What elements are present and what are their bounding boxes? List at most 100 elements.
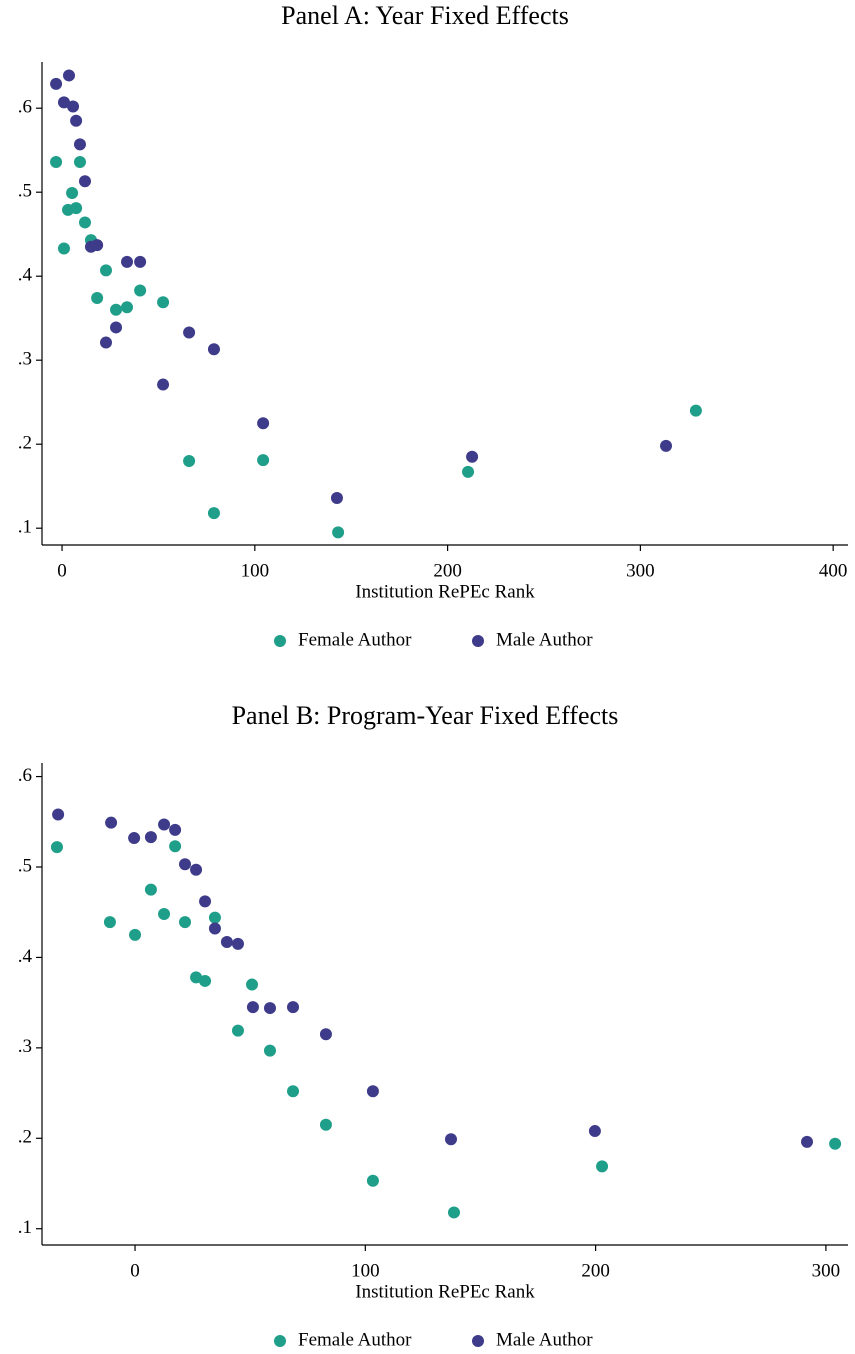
point	[257, 454, 270, 467]
legend-marker	[274, 635, 286, 647]
y-tick-label: .5	[18, 855, 32, 876]
point	[199, 895, 212, 908]
point	[660, 439, 673, 452]
point	[158, 818, 171, 831]
point	[330, 491, 343, 504]
y-tick-label: .2	[18, 1127, 32, 1148]
y-tick-label: .1	[18, 517, 32, 538]
point	[246, 978, 259, 991]
point	[134, 284, 147, 297]
point	[50, 841, 63, 854]
x-tick-label: 400	[819, 560, 848, 581]
chart-title: Panel A: Year Fixed Effects	[281, 1, 569, 30]
x-tick-label: 0	[130, 1260, 140, 1281]
point	[208, 911, 221, 924]
point	[588, 1125, 601, 1138]
point	[129, 928, 142, 941]
x-tick-label: 300	[812, 1260, 841, 1281]
x-tick-label: 300	[626, 560, 655, 581]
point	[208, 922, 221, 935]
point	[220, 936, 233, 949]
point	[110, 303, 123, 316]
point	[144, 883, 157, 896]
x-tick-label: 200	[433, 560, 462, 581]
point	[134, 255, 147, 268]
point	[287, 1001, 300, 1014]
point	[462, 465, 475, 478]
point	[57, 242, 70, 255]
point	[50, 155, 63, 168]
y-tick-label: .3	[18, 1036, 32, 1057]
y-tick-label: .1	[18, 1217, 32, 1238]
chart-title: Panel B: Program-Year Fixed Effects	[232, 701, 619, 730]
x-tick-label: 100	[351, 1260, 380, 1281]
point	[62, 69, 75, 82]
point	[91, 292, 104, 305]
legend-label: Male Author	[496, 629, 593, 650]
point	[231, 937, 244, 950]
y-tick-label: .3	[18, 349, 32, 370]
x-tick-label: 100	[241, 560, 270, 581]
point	[78, 175, 91, 188]
point	[332, 526, 345, 539]
point	[246, 1001, 259, 1014]
point	[199, 974, 212, 987]
point	[70, 114, 83, 127]
point	[207, 343, 220, 356]
point	[829, 1137, 842, 1150]
point	[444, 1133, 457, 1146]
point	[128, 832, 141, 845]
point	[366, 1174, 379, 1187]
legend-marker	[274, 1335, 286, 1347]
legend-label: Male Author	[496, 1329, 593, 1350]
legend-label: Female Author	[298, 629, 412, 650]
point	[52, 808, 65, 821]
point	[169, 823, 182, 836]
y-tick-label: .4	[18, 946, 33, 967]
point	[169, 840, 182, 853]
point	[67, 100, 80, 113]
x-axis-label: Institution RePEc Rank	[355, 1281, 535, 1302]
point	[263, 1002, 276, 1015]
legend-marker	[472, 1335, 484, 1347]
point	[183, 455, 196, 467]
point	[689, 404, 702, 417]
point	[190, 971, 203, 984]
point	[100, 336, 113, 349]
x-axis-label: Institution RePEc Rank	[355, 581, 535, 602]
point	[100, 264, 113, 277]
point	[319, 1028, 332, 1041]
x-tick-label: 0	[57, 560, 67, 581]
point	[287, 1085, 300, 1098]
point	[105, 816, 118, 829]
legend-label: Female Author	[298, 1329, 412, 1350]
point	[157, 296, 170, 309]
y-tick-label: .4	[18, 265, 33, 286]
point	[183, 326, 196, 339]
point	[179, 916, 192, 929]
point	[66, 187, 79, 200]
point	[110, 321, 123, 334]
point	[121, 301, 134, 314]
point	[158, 908, 171, 921]
y-tick-label: .5	[18, 181, 32, 202]
point	[57, 96, 70, 109]
x-tick-label: 200	[581, 1260, 610, 1281]
point	[257, 417, 270, 430]
point	[50, 77, 63, 90]
y-tick-label: .6	[18, 97, 32, 118]
point	[319, 1118, 332, 1131]
point	[157, 378, 170, 391]
point	[447, 1206, 460, 1219]
legend-marker	[472, 635, 484, 647]
point	[179, 858, 192, 871]
point	[263, 1044, 276, 1057]
point	[78, 216, 91, 229]
point	[73, 155, 86, 168]
point	[144, 831, 157, 844]
point	[366, 1085, 379, 1098]
point	[103, 916, 116, 929]
point	[596, 1160, 609, 1173]
point	[231, 1024, 244, 1037]
